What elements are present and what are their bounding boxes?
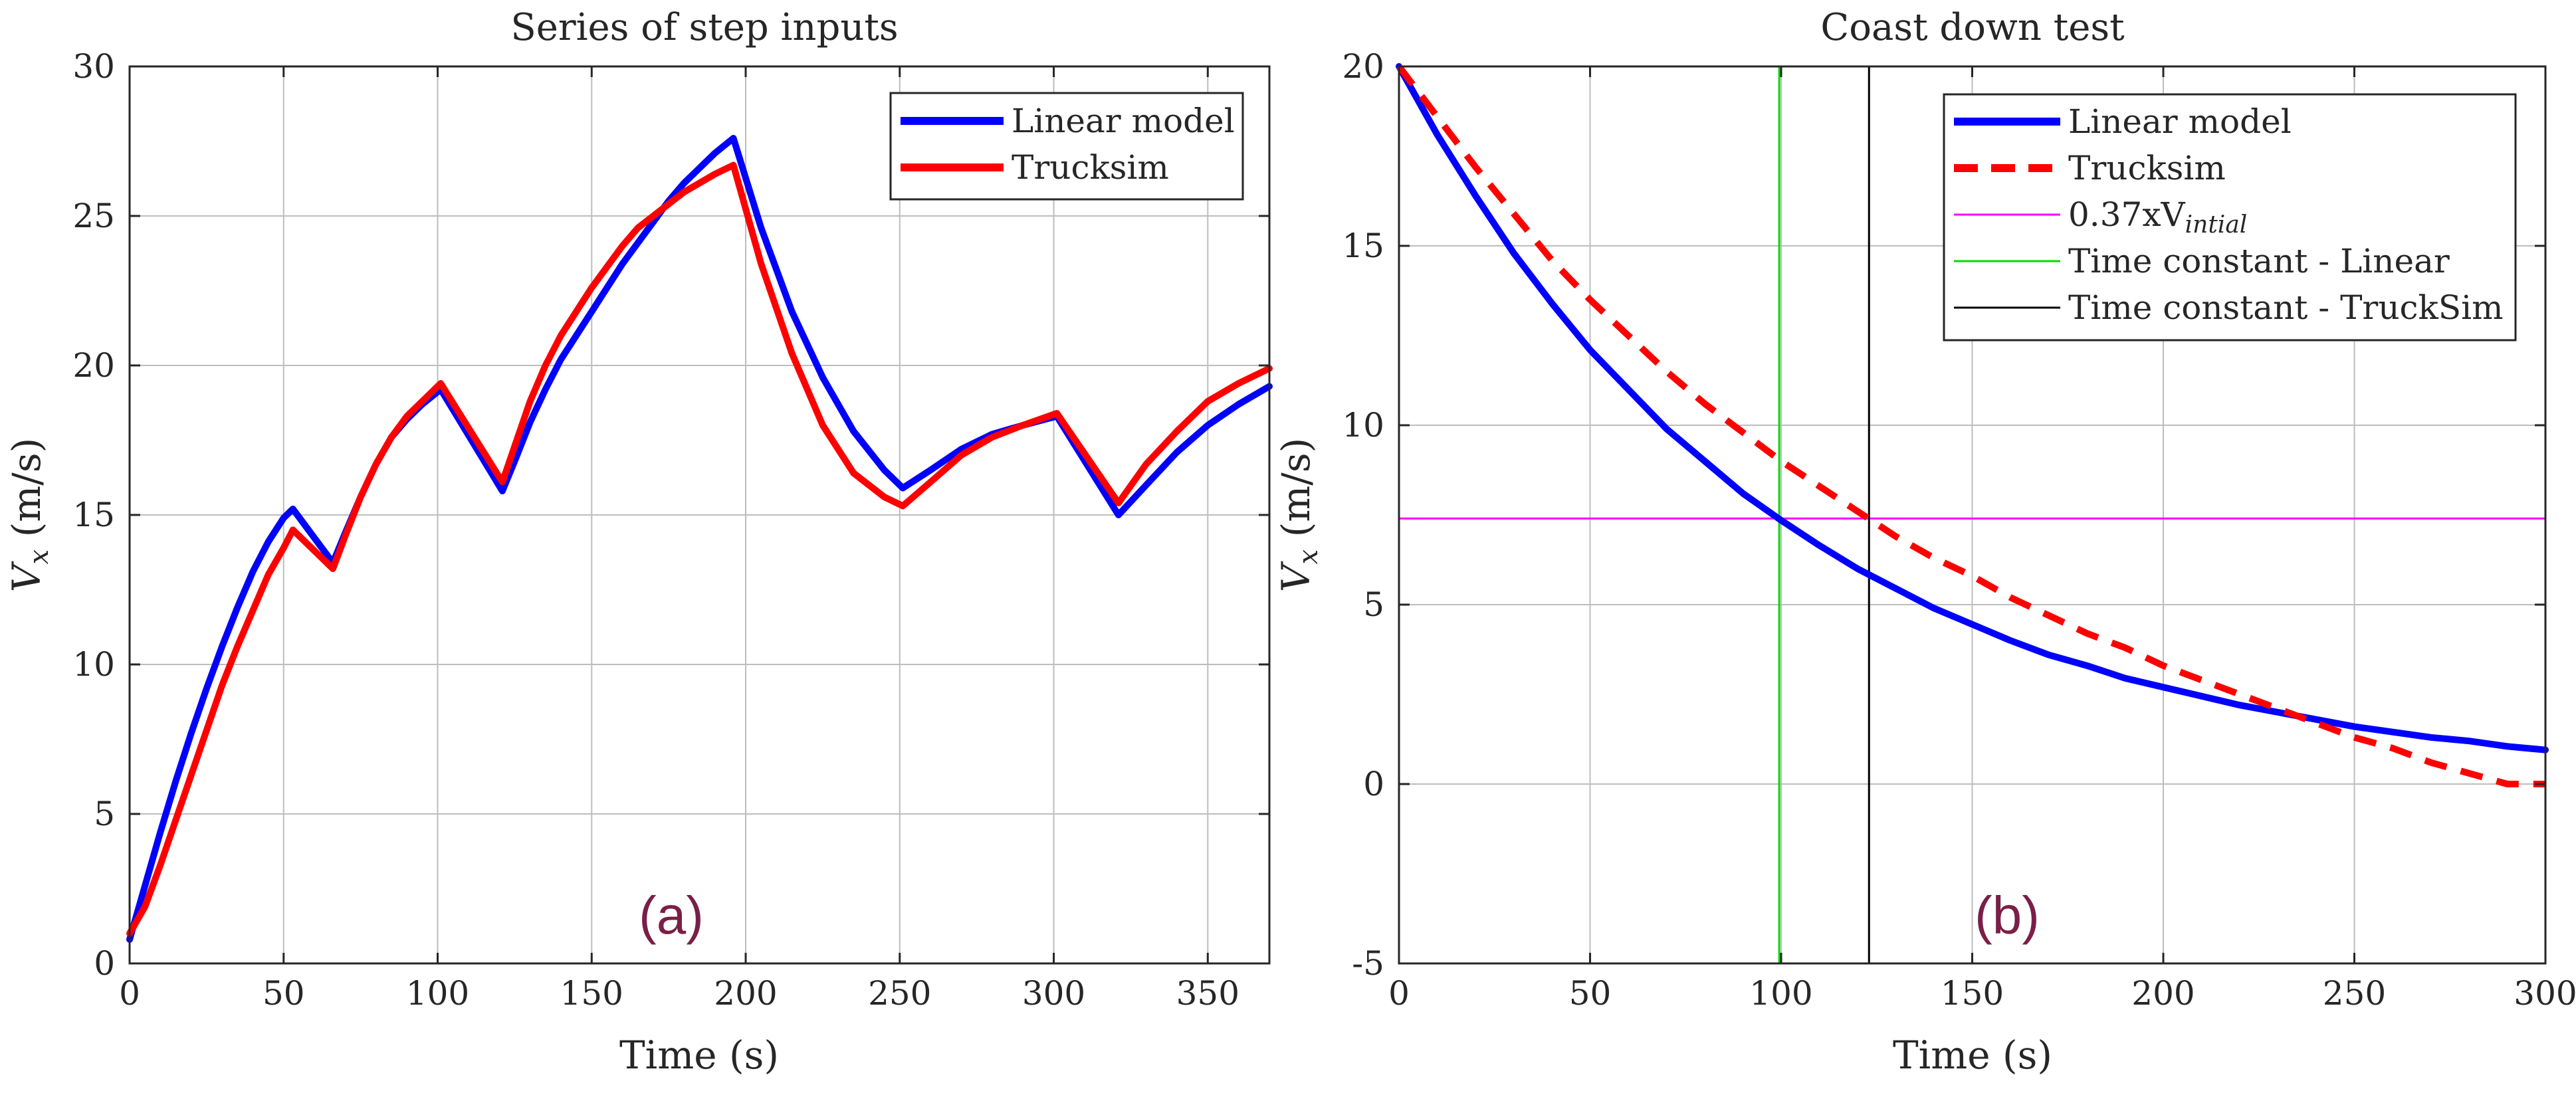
chart-b-ytick-label: 10 xyxy=(1342,406,1384,445)
chart-a-legend-box xyxy=(889,92,1244,201)
chart-a-series-linear-model xyxy=(126,135,1273,943)
chart-a-xtick-label: 50 xyxy=(263,974,305,1013)
chart-b-ytick-label: -5 xyxy=(1352,944,1384,983)
chart-a-xtick-label: 150 xyxy=(560,974,623,1013)
chart-a-title: Series of step inputs xyxy=(510,6,898,49)
chart-b-annotation: (b) xyxy=(1975,886,2040,945)
chart-b-xtick-label: 250 xyxy=(2323,974,2386,1013)
chart-b-ytick-label: 20 xyxy=(1342,47,1384,86)
chart-b: Coast down test 0 50 100 150 200 250 300-50510… xyxy=(1273,6,2576,1078)
legend-b-linear-label: Linear model xyxy=(2068,102,2292,141)
chart-a-xlabel: Time (s) xyxy=(619,1033,779,1078)
chart-b-xtick-label: 150 xyxy=(1941,974,2004,1013)
chart-a-xtick-label: 100 xyxy=(406,974,469,1013)
chart-b-legend: Linear model Trucksim 0.37xVintial Time … xyxy=(1943,93,2517,342)
chart-a-ytick-label: 10 xyxy=(72,645,115,684)
chart-a-plot-area xyxy=(126,135,1273,943)
chart-b-series-trucksim xyxy=(1396,64,2545,787)
chart-a-ytick-label: 25 xyxy=(72,197,115,235)
chart-a: Series of step inputs 0 50 100 150 200 250 300… xyxy=(4,6,1273,1078)
chart-a-xtick-label: 250 xyxy=(868,974,931,1013)
chart-a-ytick-label: 20 xyxy=(72,346,115,385)
chart-b-series-linear-model xyxy=(1396,63,2549,753)
legend-a-trucksim-label: Trucksim xyxy=(1012,148,1169,187)
chart-a-ticks: 0 50 100 150 200 250 300 350 0 5 10 15 20 25 30 xyxy=(72,47,1269,1013)
legend-b-037v-label: 0.37xVintial xyxy=(2068,195,2247,239)
chart-a-ytick-label: 0 xyxy=(94,944,115,983)
chart-b-xtick-label: 300 xyxy=(2514,974,2576,1013)
chart-a-legend: Linear model Trucksim xyxy=(889,92,1244,201)
chart-a-ytick-label: 30 xyxy=(72,47,115,86)
chart-a-xtick-label: 350 xyxy=(1176,974,1239,1013)
chart-a-ytick-label: 15 xyxy=(72,496,115,534)
chart-b-ytick-label: 15 xyxy=(1342,227,1384,265)
chart-b-xtick-label: 200 xyxy=(2131,974,2195,1013)
chart-b-title: Coast down test xyxy=(1820,6,2125,49)
chart-b-xtick-label: 100 xyxy=(1749,974,1812,1013)
chart-b-plot-area xyxy=(1396,63,2549,963)
legend-b-trucksim-label: Trucksim xyxy=(2068,149,2226,187)
chart-a-ytick-label: 5 xyxy=(94,795,115,833)
legend-a-linear-label: Linear model xyxy=(1012,102,1235,140)
chart-b-ytick-label: 0 xyxy=(1363,765,1384,803)
chart-a-xtick-label: 0 xyxy=(119,974,140,1013)
chart-a-xtick-label: 300 xyxy=(1022,974,1085,1013)
chart-b-xlabel: Time (s) xyxy=(1893,1033,2052,1078)
chart-a-series-trucksim xyxy=(126,161,1273,937)
legend-b-tc-trucksim-label: Time constant - TruckSim xyxy=(2068,288,2504,327)
chart-b-xtick-label: 50 xyxy=(1569,974,1612,1013)
chart-a-xtick-label: 200 xyxy=(714,974,777,1013)
chart-b-ytick-label: 5 xyxy=(1363,585,1384,624)
chart-b-legend-box xyxy=(1943,93,2517,342)
chart-a-ylabel: Vx (m/s) xyxy=(4,438,54,592)
chart-b-ylabel: Vx (m/s) xyxy=(1273,438,1324,592)
legend-b-tc-linear-label: Time constant - Linear xyxy=(2068,242,2450,280)
chart-a-annotation: (a) xyxy=(639,886,704,945)
chart-b-xtick-label: 0 xyxy=(1388,974,1410,1013)
